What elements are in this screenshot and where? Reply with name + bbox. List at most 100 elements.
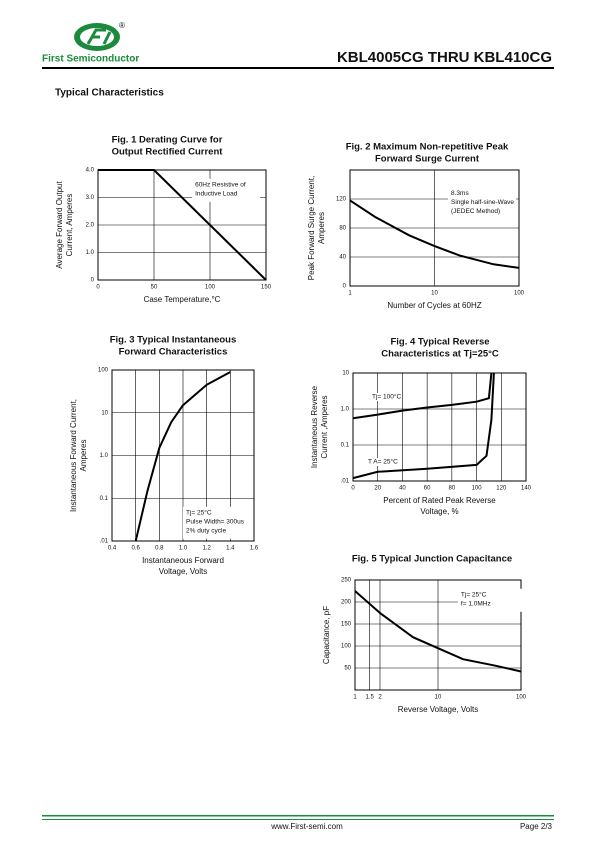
series-label-bg <box>371 393 401 401</box>
annotation: Tj= 25°C <box>186 509 212 517</box>
annotation: (JEDEC Method) <box>451 208 500 215</box>
curve <box>352 372 495 480</box>
y-tick-label: 40 <box>339 255 346 261</box>
figure-title: Fig. 2 Maximum Non-repetitive Peak <box>346 142 509 153</box>
x-tick-label: 2 <box>378 695 382 701</box>
y-tick-label: .01 <box>341 479 350 485</box>
curve <box>349 199 520 269</box>
x-tick-label: 100 <box>514 291 525 297</box>
x-tick-label: 10 <box>431 291 438 297</box>
annotation: Single half-sine-Wave <box>451 199 514 206</box>
annotation: Tj= 25°C <box>461 591 487 599</box>
registered-mark: ® <box>119 21 125 30</box>
y-tick-label: 1.0 <box>86 250 95 256</box>
x-tick-label: 1 <box>348 291 352 297</box>
x-tick-label: 0 <box>351 486 355 492</box>
y-axis-label: Current, Amperes <box>65 194 74 257</box>
annotation-box <box>183 506 251 539</box>
series-label: Tj= 100°C <box>372 393 401 401</box>
figure-title: Fig. 5 Typical Junction Capacitance <box>352 554 512 565</box>
annotation-box <box>448 187 517 220</box>
x-tick-label: 50 <box>151 285 158 291</box>
footer-rule <box>42 815 554 817</box>
y-axis-label: Amperes <box>317 212 326 244</box>
y-axis-label: Current ,Amperes <box>320 395 329 458</box>
plot-frame <box>354 579 522 691</box>
y-tick-label: 1.0 <box>100 453 109 459</box>
section-title: Typical Characteristics <box>55 88 164 99</box>
x-tick-label: 1.2 <box>202 546 211 552</box>
y-tick-label: .01 <box>100 539 109 545</box>
plot-frame <box>352 372 527 482</box>
figure-title: Forward Characteristics <box>119 347 228 358</box>
annotation: 8.3ms <box>451 190 469 197</box>
x-tick-label: 1.0 <box>179 546 188 552</box>
annotation: 60Hz Resistive of <box>195 182 246 189</box>
x-axis-label: Percent of Rated Peak Reverse <box>383 496 496 505</box>
y-axis-label: Peak Forward Surge Current, <box>307 176 316 281</box>
y-axis-label: Amperes <box>79 439 88 471</box>
x-tick-label: 140 <box>521 486 532 492</box>
x-tick-label: 80 <box>449 486 456 492</box>
annotation: 2% duty cycle <box>186 528 226 535</box>
y-tick-label: 80 <box>339 226 346 232</box>
annotation: Inductive Load <box>195 191 238 198</box>
x-axis-label: Voltage, Volts <box>159 567 207 576</box>
y-axis-label: Instantaneous Reverse <box>310 385 319 468</box>
x-tick-label: 20 <box>374 486 381 492</box>
x-tick-label: 1.5 <box>365 695 374 701</box>
logo <box>74 23 120 51</box>
y-tick-label: 0 <box>343 284 347 290</box>
x-tick-label: 1.6 <box>250 546 259 552</box>
plot-frame <box>97 169 267 281</box>
y-tick-label: 10 <box>342 371 349 377</box>
x-tick-label: 0.8 <box>155 546 164 552</box>
y-tick-label: 1.0 <box>341 407 350 413</box>
y-tick-label: 0.1 <box>341 443 350 449</box>
y-tick-label: 0.1 <box>100 496 109 502</box>
y-tick-label: 100 <box>341 644 352 650</box>
x-axis-label: Voltage, % <box>420 507 458 516</box>
curve <box>98 169 267 281</box>
x-tick-label: 100 <box>516 695 527 701</box>
y-axis-label: Capacitance, pF <box>322 606 331 664</box>
figure-title: Forward Surge Current <box>375 154 480 165</box>
x-tick-label: 40 <box>399 486 406 492</box>
y-axis-label: Instantaneous Forward Current, <box>69 399 78 512</box>
x-tick-label: 0.4 <box>108 546 117 552</box>
part-number: KBL4005CG THRU KBL410CG <box>337 49 552 66</box>
series-label: T A= 25°C <box>368 458 398 466</box>
annotation: Pulse Width= 300us <box>186 519 245 526</box>
annotation-box <box>192 178 261 202</box>
x-tick-label: 1 <box>353 695 357 701</box>
figure-title: Fig. 4 Typical Reverse <box>390 337 489 348</box>
x-tick-label: 1.4 <box>226 546 235 552</box>
annotation-box <box>457 588 526 612</box>
y-tick-label: 2.0 <box>86 223 95 229</box>
annotation: f= 1.0MHz <box>461 601 491 608</box>
x-tick-label: 120 <box>496 486 507 492</box>
y-axis-label: Average Forward Output <box>55 180 64 268</box>
x-tick-label: 100 <box>205 285 216 291</box>
curve <box>134 371 231 542</box>
figure-title: Characteristics at Tj=25°C <box>381 349 499 360</box>
y-tick-label: 250 <box>341 578 352 584</box>
footer-page: Page 2/3 <box>520 822 553 831</box>
x-tick-label: 0 <box>96 285 100 291</box>
plot-frame <box>111 369 255 542</box>
y-tick-label: 150 <box>341 622 352 628</box>
y-tick-label: 3.0 <box>86 195 95 201</box>
x-axis-label: Case Temperature,°C <box>144 295 221 304</box>
x-tick-label: 100 <box>472 486 483 492</box>
y-tick-label: 120 <box>336 197 347 203</box>
y-tick-label: 0 <box>91 278 95 284</box>
x-tick-label: 0.6 <box>131 546 140 552</box>
y-tick-label: 100 <box>98 368 109 374</box>
footer-url: www.First-semi.com <box>270 822 343 831</box>
x-tick-label: 60 <box>424 486 431 492</box>
x-tick-label: 150 <box>261 285 272 291</box>
x-tick-label: 10 <box>435 695 442 701</box>
figure-title: Fig. 1 Derating Curve for <box>112 135 223 146</box>
